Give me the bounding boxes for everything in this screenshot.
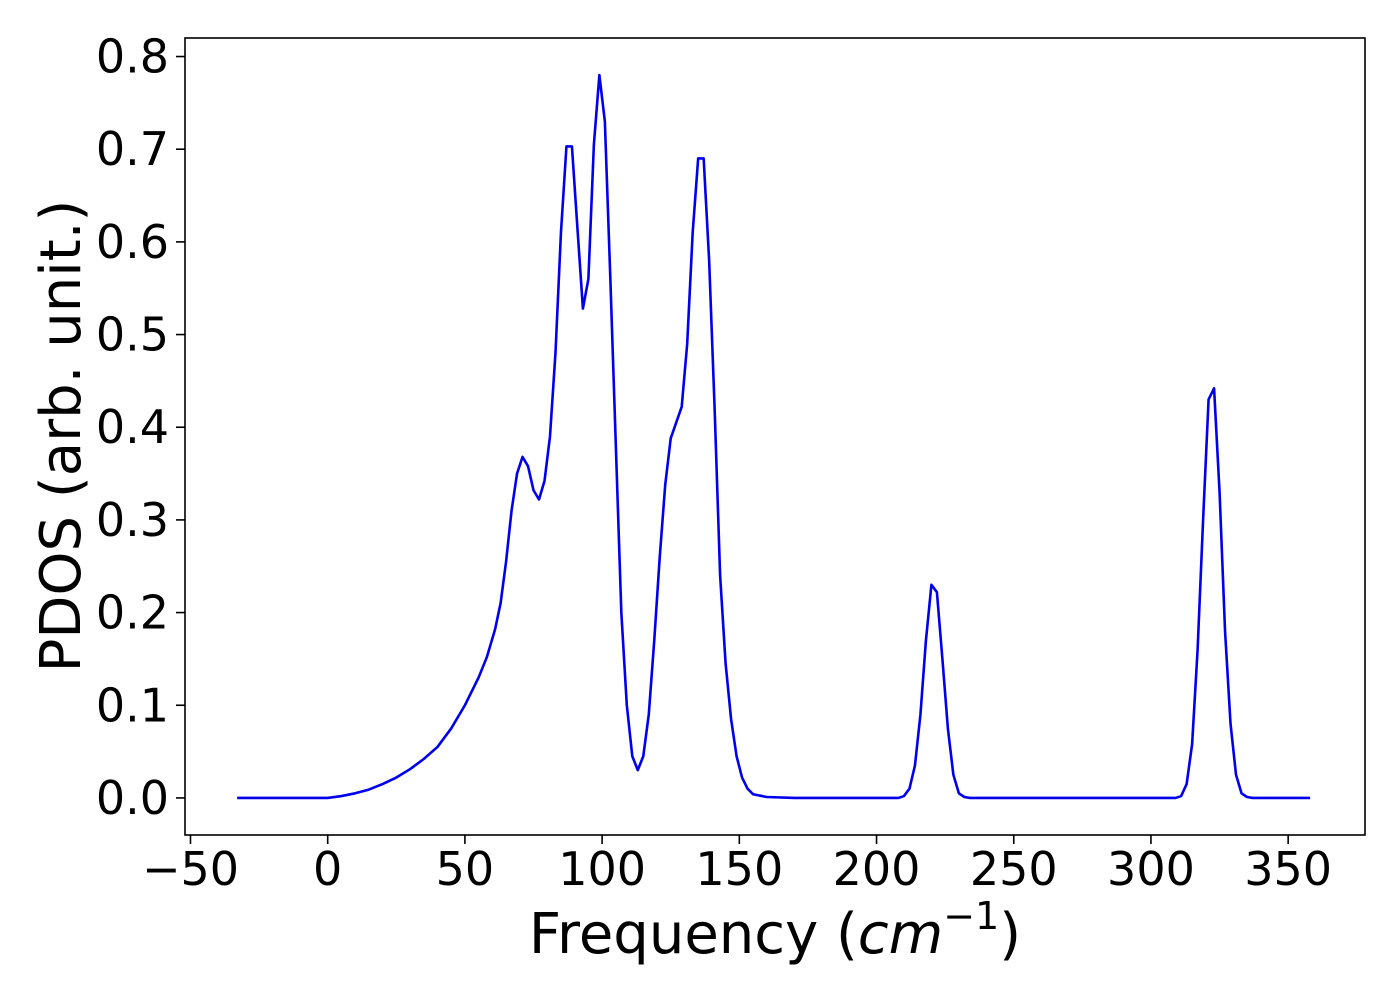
y-tick-label: 0.8 (96, 30, 169, 84)
data-series (237, 73, 1311, 800)
x-tick-label: 350 (1244, 842, 1332, 896)
x-axis-title: Frequency (cm−1) (529, 894, 1021, 967)
x-tick-label: 250 (970, 842, 1058, 896)
x-axis-title-close: ) (999, 902, 1021, 967)
y-tick-label: 0.1 (96, 678, 169, 732)
y-tick-label: 0.2 (96, 586, 169, 640)
y-axis-ticks: 0.0 0.1 0.2 0.3 0.4 0.5 0.6 0.7 0.8 (96, 30, 185, 825)
plot-frame (184, 37, 1366, 836)
x-tick-label: 300 (1107, 842, 1195, 896)
x-axis-title-exponent: −1 (943, 894, 999, 938)
x-tick-label: −50 (142, 842, 239, 896)
x-tick-label: 0 (313, 842, 342, 896)
y-tick-label: 0.7 (96, 122, 169, 176)
x-axis-title-unit: cm (858, 902, 943, 967)
x-tick-label: 50 (436, 842, 495, 896)
y-tick-label: 0.3 (96, 493, 169, 547)
y-tick-label: 0.0 (96, 771, 169, 825)
x-tick-label: 150 (695, 842, 783, 896)
x-axis-ticks: −50 0 50 100 150 200 250 300 350 (142, 835, 1332, 896)
x-axis-title-text: Frequency ( (529, 902, 858, 967)
y-axis-title: PDOS (arb. unit.) (29, 200, 94, 673)
y-tick-label: 0.4 (96, 400, 169, 454)
y-tick-label: 0.5 (96, 308, 169, 362)
x-tick-label: 100 (558, 842, 646, 896)
pdos-series-line (237, 73, 1311, 800)
y-tick-label: 0.6 (96, 215, 169, 269)
x-tick-label: 200 (833, 842, 921, 896)
